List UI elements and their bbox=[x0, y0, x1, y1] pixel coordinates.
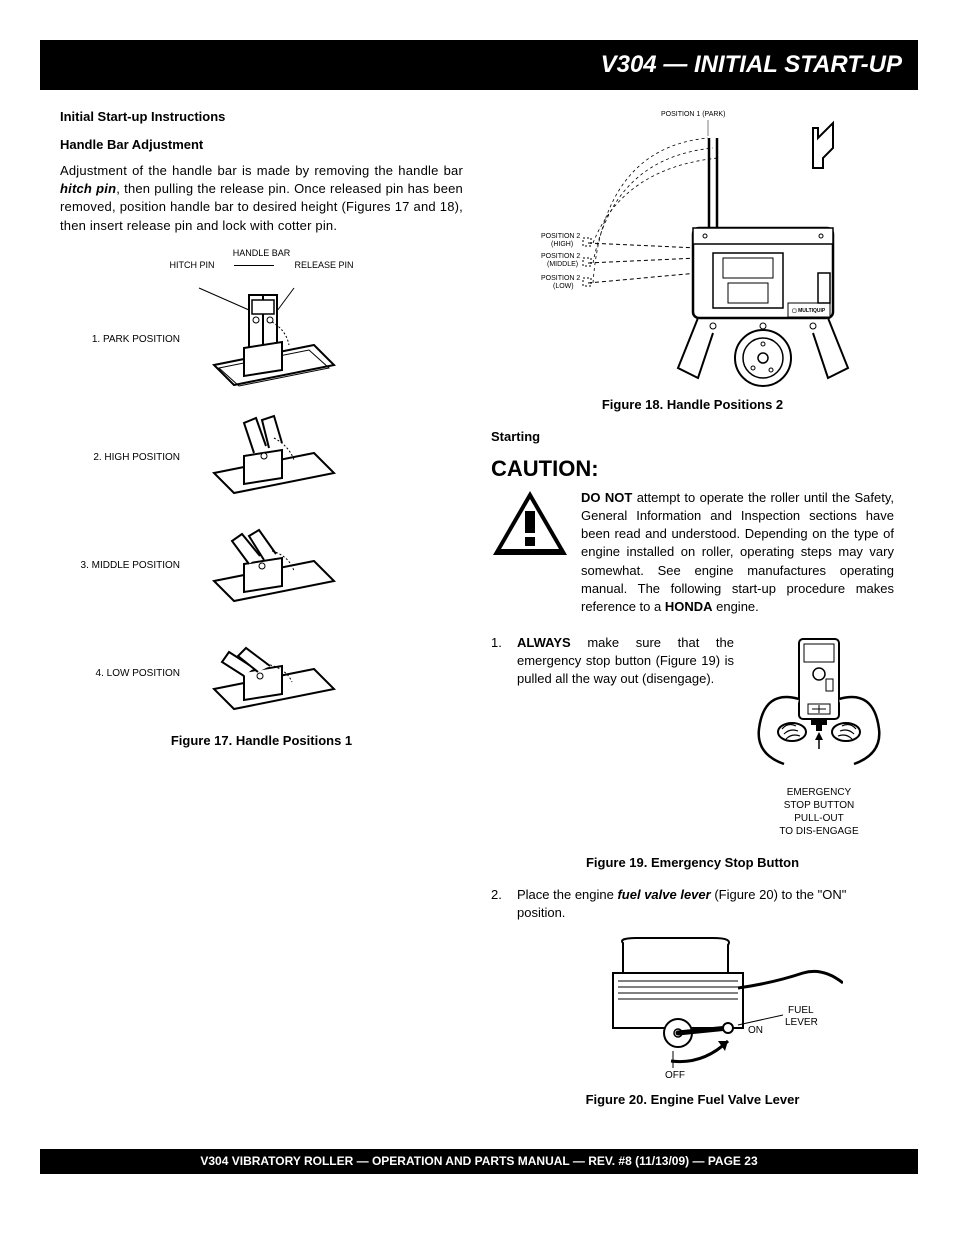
fig17-releasepin-label: RELEASE PIN bbox=[294, 259, 353, 272]
fig17-low-icon bbox=[194, 624, 344, 724]
fig17-hitchpin-label: HITCH PIN bbox=[169, 259, 214, 272]
fig19-l2: STOP BUTTON bbox=[744, 799, 894, 812]
svg-text:(LOW): (LOW) bbox=[553, 283, 574, 290]
fig17-row-park: 1. PARK POSITION bbox=[60, 280, 463, 400]
figure-19: EMERGENCY STOP BUTTON PULL-OUT TO DIS-EN… bbox=[744, 634, 894, 838]
para-handlebar-adjustment: Adjustment of the handle bar is made by … bbox=[60, 162, 463, 235]
fig17-park-label: 1. PARK POSITION bbox=[60, 333, 180, 347]
step-1-text: ALWAYS make sure that the emergency stop… bbox=[517, 634, 734, 838]
left-column: Initial Start-up Instructions Handle Bar… bbox=[60, 108, 463, 1123]
warning-triangle-icon bbox=[491, 489, 569, 616]
svg-text:OFF: OFF bbox=[665, 1070, 685, 1081]
page-header-bar: V304 — INITIAL START-UP bbox=[40, 40, 918, 90]
hitch-pin-term: hitch pin bbox=[60, 181, 116, 196]
fig17-row-middle: 3. MIDDLE POSITION bbox=[60, 516, 463, 616]
fig19-label-lines: EMERGENCY STOP BUTTON PULL-OUT TO DIS-EN… bbox=[744, 786, 894, 838]
caution-block: DO NOT attempt to operate the roller unt… bbox=[491, 489, 894, 616]
step-1-row: 1. ALWAYS make sure that the emergency s… bbox=[491, 634, 894, 844]
svg-text:POSITION 2: POSITION 2 bbox=[541, 253, 580, 260]
subheading-handlebar-adjustment: Handle Bar Adjustment bbox=[60, 136, 463, 154]
figure-17-caption: Figure 17. Handle Positions 1 bbox=[60, 732, 463, 750]
fig17-high-label: 2. HIGH POSITION bbox=[60, 451, 180, 465]
step-2-text: Place the engine fuel valve lever (Figur… bbox=[517, 886, 894, 922]
text: Place the engine bbox=[517, 887, 617, 902]
figure-18-caption: Figure 18. Handle Positions 2 bbox=[491, 396, 894, 414]
fig19-l4: TO DIS-ENGAGE bbox=[744, 825, 894, 838]
figure-19-wrap: ALWAYS make sure that the emergency stop… bbox=[517, 634, 894, 838]
right-column: POSITION 2 (HIGH) POSITION 2 (MIDDLE) PO… bbox=[491, 108, 894, 1123]
fig17-pin-labels-row: HITCH PIN RELEASE PIN bbox=[60, 259, 463, 272]
svg-text:FUEL: FUEL bbox=[788, 1005, 814, 1016]
text: attempt to operate the roller until the … bbox=[581, 490, 894, 614]
figure-17: HANDLE BAR HITCH PIN RELEASE PIN 1. PARK… bbox=[60, 247, 463, 724]
svg-text:POSITION 2: POSITION 2 bbox=[541, 233, 580, 240]
fig18-pos1-label: POSITION 1 (PARK) bbox=[661, 110, 725, 120]
two-column-layout: Initial Start-up Instructions Handle Bar… bbox=[60, 108, 894, 1123]
figure-20: FUEL LEVER ON OFF bbox=[491, 933, 894, 1083]
step-2-number: 2. bbox=[491, 886, 507, 922]
fig17-high-icon bbox=[194, 408, 344, 508]
caution-heading: CAUTION: bbox=[491, 454, 894, 485]
do-not-term: DO NOT bbox=[581, 490, 632, 505]
svg-text:POSITION 2: POSITION 2 bbox=[541, 275, 580, 282]
fig17-low-label: 4. LOW POSITION bbox=[60, 667, 180, 681]
text: , then pulling the release pin. Once rel… bbox=[60, 181, 463, 232]
text: Adjustment of the handle bar is made by … bbox=[60, 163, 463, 178]
text: engine. bbox=[713, 599, 759, 614]
svg-text:ON: ON bbox=[748, 1025, 763, 1036]
fig17-park-icon bbox=[194, 280, 344, 400]
fig17-middle-icon bbox=[194, 516, 344, 616]
always-term: ALWAYS bbox=[517, 635, 571, 650]
fig19-l3: PULL-OUT bbox=[744, 812, 894, 825]
section-heading-initial-startup: Initial Start-up Instructions bbox=[60, 108, 463, 126]
figure-20-caption: Figure 20. Engine Fuel Valve Lever bbox=[491, 1091, 894, 1109]
svg-text:LEVER: LEVER bbox=[785, 1017, 818, 1028]
fig17-row-low: 4. LOW POSITION bbox=[60, 624, 463, 724]
fig17-handlebar-label: HANDLE BAR bbox=[60, 247, 463, 260]
svg-text:▢ MULTIQUIP: ▢ MULTIQUIP bbox=[792, 308, 826, 314]
svg-text:(MIDDLE): (MIDDLE) bbox=[547, 261, 578, 268]
figure-18: POSITION 2 (HIGH) POSITION 2 (MIDDLE) PO… bbox=[491, 108, 894, 388]
page-footer-bar: V304 VIBRATORY ROLLER — OPERATION AND PA… bbox=[40, 1149, 918, 1174]
fig19-l1: EMERGENCY bbox=[744, 786, 894, 799]
figure-19-caption: Figure 19. Emergency Stop Button bbox=[491, 854, 894, 872]
caution-text: DO NOT attempt to operate the roller unt… bbox=[581, 489, 894, 616]
subheading-starting: Starting bbox=[491, 428, 894, 446]
fig17-middle-label: 3. MIDDLE POSITION bbox=[60, 559, 180, 573]
step-2-row: 2. Place the engine fuel valve lever (Fi… bbox=[491, 886, 894, 922]
step-1-number: 1. bbox=[491, 634, 507, 844]
honda-term: HONDA bbox=[665, 599, 713, 614]
fuel-valve-lever-term: fuel valve lever bbox=[617, 887, 710, 902]
fig17-row-high: 2. HIGH POSITION bbox=[60, 408, 463, 508]
svg-text:(HIGH): (HIGH) bbox=[551, 241, 573, 248]
